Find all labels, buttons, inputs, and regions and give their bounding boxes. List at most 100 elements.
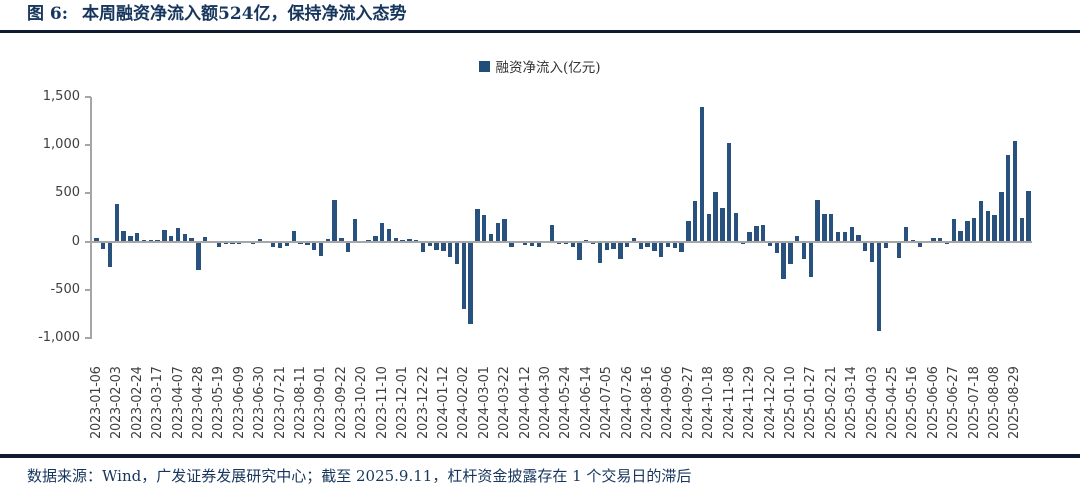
bar [332, 200, 337, 242]
y-tick-label: 0 [71, 233, 80, 249]
x-tick-label: 2024-07-05 [599, 366, 615, 439]
legend-label: 融资净流入(亿元) [495, 60, 601, 76]
bar [536, 241, 541, 247]
x-tick-label: 2023-08-11 [293, 366, 309, 439]
bar [94, 237, 99, 242]
x-tick-label: 2024-09-27 [680, 366, 696, 439]
bar [740, 241, 745, 245]
bar [475, 208, 480, 242]
x-tick-label: 2023-06-09 [231, 366, 247, 439]
bar [658, 241, 664, 258]
x-tick-label: 2023-12-22 [415, 366, 431, 439]
bar [788, 241, 793, 264]
y-tick-mark [85, 192, 91, 195]
bar [652, 241, 657, 251]
x-tick-label: 2023-07-21 [272, 366, 288, 439]
x-tick-label: 2024-03-01 [476, 366, 492, 439]
bar [203, 237, 208, 242]
bar [761, 224, 766, 242]
bar [917, 241, 922, 248]
bar [223, 241, 228, 244]
figure-number: 图 6: [27, 4, 69, 24]
bar [393, 238, 398, 242]
x-tick-label: 2025-05-16 [905, 366, 921, 439]
x-axis-labels: 2023-01-06 2023-02-03 2023-02-24 2023-03-17… [0, 338, 1080, 453]
bar [114, 204, 119, 242]
figure-title: 本周融资净流入额524亿，保持净流入态势 [82, 4, 407, 24]
x-tick-label: 2025-08-29 [1007, 366, 1023, 439]
x-tick-label: 2023-09-22 [333, 366, 349, 439]
bar [488, 234, 494, 242]
y-tick-label: 500 [55, 185, 80, 201]
bar [502, 218, 507, 242]
bar [624, 241, 630, 248]
bar [863, 241, 868, 251]
bar [999, 191, 1004, 242]
bar [686, 220, 691, 242]
x-tick-label: 2024-02-02 [456, 366, 472, 439]
x-tick-label: 2025-08-08 [987, 366, 1003, 439]
bar [427, 241, 432, 246]
bar [189, 238, 194, 242]
x-tick-label: 2024-01-12 [435, 366, 451, 439]
bar [570, 241, 575, 248]
bar [822, 213, 827, 242]
bar [468, 241, 473, 324]
bar [386, 228, 392, 242]
y-axis-line [90, 97, 92, 339]
x-tick-label: 2023-04-28 [190, 366, 206, 439]
bar [407, 239, 412, 242]
bar [169, 236, 174, 242]
bar [869, 241, 875, 262]
y-tick-label: -1,000 [38, 330, 80, 345]
bar [876, 241, 882, 332]
bar [448, 241, 453, 257]
x-tick-label: 2024-04-30 [537, 366, 553, 439]
x-tick-label: 2025-02-21 [823, 366, 839, 439]
bar [135, 232, 140, 242]
bar [461, 241, 466, 310]
source-note-text: 数据来源：Wind，广发证券发展研究中心；截至 2025.9.11，杠杆资金披露… [27, 467, 692, 485]
bar [380, 222, 385, 242]
bar [529, 241, 535, 247]
bar [128, 236, 133, 242]
bar [454, 241, 460, 264]
bar [645, 241, 650, 248]
x-tick-label: 2024-05-24 [558, 366, 574, 439]
y-tick-label: 1,000 [42, 137, 80, 153]
y-tick-mark [85, 337, 91, 339]
bar [631, 237, 637, 242]
y-tick-mark [85, 144, 91, 147]
bar [971, 217, 977, 242]
x-tick-label: 2025-04-03 [864, 366, 880, 439]
bar [284, 241, 290, 246]
x-tick-label: 2023-09-01 [313, 366, 329, 439]
bar [638, 241, 643, 249]
bar [978, 200, 984, 242]
bar [230, 241, 235, 245]
x-tick-label: 2024-11-29 [742, 366, 758, 439]
legend-marker-icon [479, 60, 491, 72]
bar [754, 226, 759, 242]
bar [665, 241, 671, 247]
x-tick-label: 2024-03-22 [497, 366, 513, 439]
x-tick-label: 2025-01-10 [782, 366, 798, 439]
bar [196, 241, 201, 270]
bar [101, 241, 106, 249]
x-tick-label: 2023-03-17 [150, 366, 166, 439]
bar [958, 231, 963, 242]
bar [795, 236, 800, 242]
x-tick-label: 2025-07-18 [966, 366, 982, 439]
bar [829, 213, 834, 242]
bar [577, 241, 582, 260]
bar [618, 241, 623, 260]
x-tick-label: 2023-12-01 [395, 366, 411, 439]
bar [550, 224, 555, 242]
bar [856, 234, 861, 242]
y-tick-label: -500 [50, 281, 80, 297]
x-tick-label: 2024-09-06 [660, 366, 676, 439]
x-tick-label: 2025-03-14 [844, 366, 860, 439]
figure-header: 图 6: 本周融资净流入额524亿，保持净流入态势 [0, 0, 1080, 33]
x-tick-label: 2024-07-26 [619, 366, 635, 439]
